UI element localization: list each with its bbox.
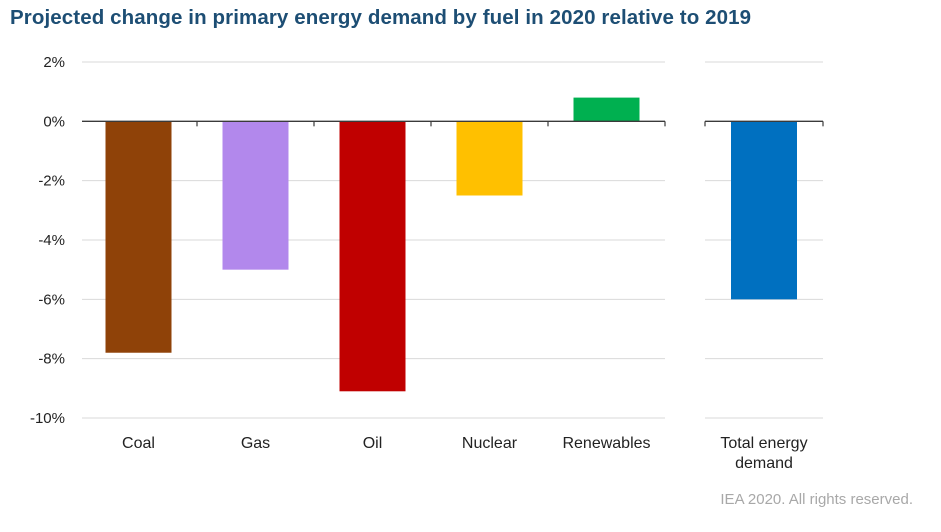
bar xyxy=(573,97,640,122)
y-tick-label: 0% xyxy=(43,113,65,130)
chart-title: Projected change in primary energy deman… xyxy=(10,6,752,29)
x-category-label: Oil xyxy=(363,435,383,452)
x-category-label: Total energy xyxy=(720,435,807,452)
bar xyxy=(105,121,172,353)
y-tick-label: -4% xyxy=(38,232,65,249)
y-tick-label: 2% xyxy=(43,54,65,71)
bar xyxy=(222,121,289,270)
bar xyxy=(731,121,797,300)
x-category-label: demand xyxy=(735,455,793,472)
y-tick-label: -8% xyxy=(38,351,65,368)
y-tick-label: -2% xyxy=(38,173,65,190)
x-category-label: Coal xyxy=(122,435,155,452)
y-tick-label: -10% xyxy=(30,410,65,427)
bar xyxy=(456,121,523,196)
copyright-footer: IEA 2020. All rights reserved. xyxy=(720,491,913,508)
x-category-label: Nuclear xyxy=(462,435,518,452)
bar xyxy=(339,121,406,392)
x-category-label: Renewables xyxy=(562,435,650,452)
x-category-label: Gas xyxy=(241,435,270,452)
y-tick-label: -6% xyxy=(38,291,65,308)
